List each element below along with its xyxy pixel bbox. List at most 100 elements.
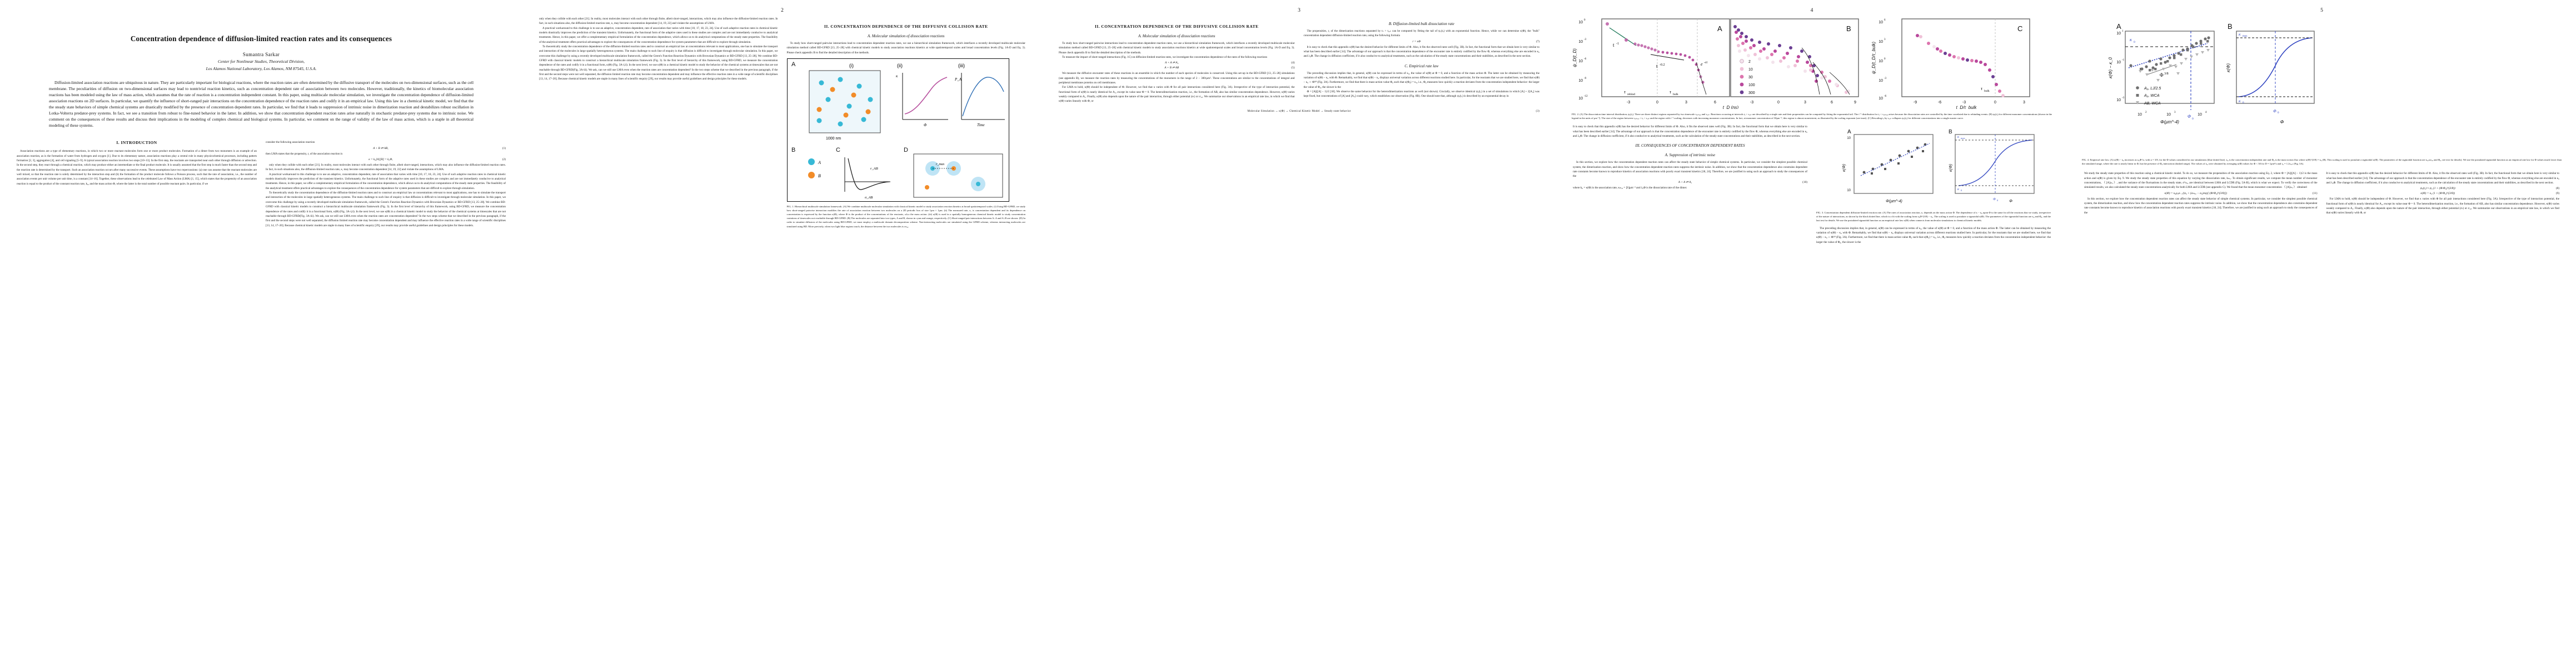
sec2a-paragraph-1: To study how short-ranged pairwise inter… [786, 42, 1026, 54]
svg-text:-1: -1 [2122, 59, 2125, 62]
page-4: 4 A 10 0 10 -3 10 -6 10 -9 10 -1 [1556, 0, 2067, 667]
figure-1-molecules-orange [816, 87, 870, 118]
equation-9: κ(Φ) = κ₀ (1 + (Φ/Φ₀)^(3/8)) (9) [2326, 192, 2559, 196]
figure-2-C-ytick-0: 10 [1879, 21, 1883, 24]
sec2c-p2: Φ = [A]([A] − 1)/2 [18]. We observe the … [1303, 90, 1540, 98]
equation-4: A + A ⇌ A₂ (4) [1059, 61, 1295, 64]
subsection-heading-2a: A. Molecular simulation of dissociation … [867, 34, 945, 38]
figure-4-A-xtick-2: 10 [2198, 113, 2202, 117]
figure-3-panel-B: B κ max κ 0 Φ 0 κ(Φ) [1949, 129, 2035, 203]
figure-3: A 10 10 κ(Φ) Φ(μm^-4) [1816, 125, 2051, 222]
figure-4-caption: FIG. 4. Empirical rate law. (A) κ(Φ) − κ… [2082, 158, 2562, 166]
figure-3-A-ytick-1: 10 [1847, 137, 1851, 140]
sec2c-p1: The preceding discussion implies that, i… [1303, 71, 1540, 89]
figure-4-A-legend: A₂, LJ/2.5 A₂, WCA AB, WCA [2136, 86, 2161, 106]
figure-2: A 10 0 10 -3 10 -6 10 -9 10 -12 ψ_D(t_D)… [1568, 14, 2055, 120]
svg-text:2: 2 [2145, 111, 2147, 114]
figure-2-panel-A-label: A [1717, 24, 1722, 33]
figure-3-A-datapoints [1862, 143, 1927, 175]
page-5-left-p2: In this section, we explore how the conc… [2084, 197, 2318, 215]
equation-3-tag: (3) [1536, 109, 1539, 113]
figure-2-B-xtick-2: 3 [1804, 101, 1806, 104]
page-title: Concentration dependence of diffusion-li… [130, 34, 392, 43]
equation-1-body: A + B ⇌ AB, [373, 146, 388, 150]
figure-2-A-yexp-2: -6 [1584, 58, 1587, 61]
figure-2-graphic: A 10 0 10 -3 10 -6 10 -9 10 -12 ψ_D(t_D)… [1572, 18, 2030, 109]
figure-4-B-kappa-max: κ [2239, 32, 2241, 37]
figure-2-B-legend-label-0: 2 [1748, 60, 1751, 64]
figure-3-panel-B-label: B [1949, 129, 1952, 135]
equation-7-tag: (7) [1536, 39, 1539, 43]
figure-4-A-xtick-0: 10 [2137, 113, 2142, 117]
svg-text:A: A [818, 160, 821, 165]
sec2b-p1: The propensities, r, of the dimerization… [1303, 29, 1540, 38]
figure-4-A-phi0: Φ [2188, 114, 2191, 119]
figure-2-C-ylabel: ψ_D(t_D/τ_bulk) [1871, 42, 1876, 74]
figure-3-panel-A: A 10 10 κ(Φ) Φ(μm^-4) [1842, 129, 1934, 203]
figure-4-A-xtick-1: 10 [2166, 113, 2171, 117]
figure-3-B-ylabel: κ(Φ) [1949, 164, 1953, 172]
subsection-heading-3a: A. Suppression of intrinsic noise [1665, 153, 1716, 158]
page-4-column-left: It is easy to check that this appendix κ… [1573, 125, 1807, 245]
figure-4-B-xlabel: Φ [2280, 120, 2284, 125]
equation-8: ψₒ(tₒ) ≈ ψ₀ (1 + (Φ/Φ₀)^(3/8)) (8) [2326, 187, 2559, 190]
figure-4-panel-B: B κ max κ 0 Φ 0 κ(Φ) Φ [2226, 22, 2315, 125]
figure-1-panel-A-label: A [791, 61, 796, 68]
svg-text:3: 3 [2174, 111, 2176, 114]
equation-3-banner: Molecular Simulation → κ(Φ) → Chemical K… [1059, 106, 1539, 114]
figure-1-panel-C-label: C [836, 147, 840, 153]
figure-1-panel-B-label: B [791, 147, 795, 153]
figure-2-B-legend: 2 10 30 100 300 [1740, 59, 1755, 95]
sec2a-p1: To study how short-ranged pairwise inter… [1059, 42, 1295, 54]
figure-3-B-phi-0: Φ [1993, 197, 1996, 201]
figure-2-A-annot-t1-exp: -1 [1616, 42, 1619, 46]
figure-4-A-annot-phi: Φ [2160, 72, 2164, 78]
figure-2-B-xtick-4: 9 [1854, 101, 1856, 104]
figure-4-A-datapoints-square [2140, 40, 2209, 72]
figure-2-xlabel: t_D (ns) [1723, 105, 1739, 109]
svg-text:(i): (i) [849, 63, 854, 68]
figure-3-B-kappa-max: κ [1957, 135, 1960, 139]
author-name: Sumantra Sarkar [242, 51, 280, 57]
figure-1-phi-axis-label: Φ [924, 123, 927, 127]
figure-2-C-tau-bulk: τ [1981, 86, 1983, 91]
figure-2-B-legend-label-2: 30 [1748, 76, 1753, 79]
equation-1: A + B ⇌ AB, (1) [266, 147, 506, 150]
page-5-left-p1: We study the steady state properties of … [2084, 172, 2318, 190]
abstract: Diffusion-limited association reactions … [49, 79, 474, 128]
page-number-4: 4 [1810, 8, 1813, 13]
figure-3-B-xlabel: Φ [2009, 200, 2012, 203]
equation-9-body: κ(Φ) = κ₀ (1 + (Φ/Φ₀)^(3/8)) [2420, 192, 2455, 196]
page-number-2: 2 [781, 8, 784, 13]
equation-7: r = κΦ (7) [1304, 39, 1539, 43]
intro-paragraph-1: Association reactions are a type of elem… [17, 150, 257, 186]
page-2-text-bottom: To theoretically study the concentration… [539, 45, 778, 81]
sec2a-p2: To measure the impact of short-ranged in… [1062, 56, 1267, 59]
sec2a-p3: We measure the diffusive encounter rates… [1059, 72, 1295, 85]
figure-2-A-annot-t02-exp: -0.2 [1660, 63, 1665, 67]
figure-3-B-kappa-0-sub: 0 [1961, 189, 1962, 192]
figure-2-A-annot-exp: e [1701, 62, 1703, 67]
figure-2-caption: FIG. 2. (A) The dissociation time interv… [1572, 113, 2052, 120]
equation-2: κ = k₀[A][B] = k₀Φ, (2) [266, 158, 506, 161]
figure-2-panel-C-label: C [2017, 24, 2022, 33]
figure-2-B-xtick-0: -3 [1750, 101, 1753, 104]
figure-1-sigma-label: σ_AB [865, 196, 873, 200]
svg-text:6: 6 [1884, 19, 1886, 22]
svg-text:0: 0 [1884, 58, 1886, 61]
page-3: 3 II. CONCENTRATION DEPENDENCE OF THE DI… [1042, 0, 1556, 667]
equation-2-body: κ = k₀[A][B] = k₀Φ, [368, 158, 393, 162]
intro-paragraph-4: To theoretically study the concentration… [266, 191, 506, 227]
figure-4-A-phi0-sub: 0 [2192, 117, 2194, 121]
figure-2-panel-B-label: B [1846, 24, 1851, 33]
figure-2-C-ytick-1: 10 [1879, 40, 1883, 44]
page-4-left-p2: In this section, we explore how the conc… [1573, 161, 1807, 178]
page-5-column-left: We study the steady state properties of … [2084, 171, 2318, 215]
equation-10-body: A + A ⇌ A₂ [1678, 180, 1692, 184]
equation-11: κ(Φ) = κ₀ρ₀α₋₁/(α₀ + (αₘₐₓ − α₀)exp[-(Φ/… [2084, 192, 2317, 195]
figure-4-B-phi-0: Φ [2273, 108, 2276, 113]
equation-7-body: r = κΦ [1412, 39, 1421, 43]
figure-2-C-tau-bulk-sub: bulk [1984, 89, 1990, 93]
equation-2-tag: (2) [502, 158, 506, 162]
